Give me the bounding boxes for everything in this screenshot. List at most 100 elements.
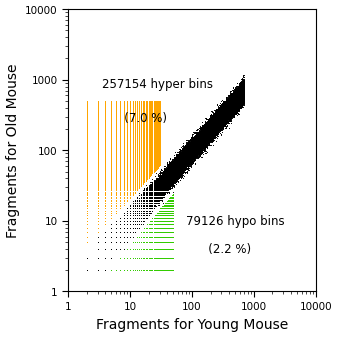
Point bbox=[95, 246, 100, 252]
Point bbox=[102, 240, 108, 245]
Point bbox=[95, 183, 100, 188]
Point bbox=[127, 218, 132, 224]
Point bbox=[102, 246, 108, 252]
Point bbox=[147, 153, 152, 158]
Point bbox=[132, 215, 137, 221]
Point bbox=[134, 111, 140, 117]
Point bbox=[167, 172, 172, 178]
Point bbox=[134, 289, 140, 294]
Point bbox=[109, 240, 114, 245]
Point bbox=[132, 180, 137, 185]
Point bbox=[144, 136, 150, 142]
Point bbox=[121, 135, 126, 141]
Point bbox=[221, 108, 227, 113]
Point bbox=[218, 119, 223, 125]
Point bbox=[102, 186, 108, 191]
Point bbox=[84, 240, 89, 245]
Point bbox=[143, 119, 148, 124]
Point bbox=[127, 221, 132, 227]
Point bbox=[140, 117, 145, 122]
Point bbox=[95, 190, 100, 196]
Point bbox=[134, 215, 140, 221]
Point bbox=[167, 176, 172, 181]
Point bbox=[225, 112, 231, 117]
Point bbox=[147, 194, 152, 200]
Point bbox=[95, 189, 100, 194]
Point bbox=[95, 289, 100, 294]
Point bbox=[174, 163, 180, 168]
Point bbox=[236, 87, 241, 93]
Point bbox=[138, 201, 144, 206]
Point bbox=[84, 204, 89, 209]
Point bbox=[224, 111, 230, 116]
Point bbox=[152, 189, 157, 194]
Point bbox=[65, 289, 71, 294]
Point bbox=[65, 289, 71, 294]
Point bbox=[65, 289, 71, 294]
Point bbox=[209, 122, 215, 128]
Point bbox=[229, 96, 235, 101]
Point bbox=[118, 289, 123, 294]
Point bbox=[156, 156, 161, 162]
Point bbox=[155, 185, 160, 190]
Point bbox=[227, 102, 233, 108]
Point bbox=[219, 120, 224, 125]
Point bbox=[212, 123, 217, 128]
Point bbox=[219, 108, 225, 113]
Point bbox=[130, 114, 135, 119]
Point bbox=[109, 174, 114, 179]
Point bbox=[102, 118, 108, 124]
Point bbox=[121, 124, 126, 130]
Point bbox=[138, 201, 144, 206]
Point bbox=[199, 139, 205, 145]
Point bbox=[214, 119, 219, 124]
Point bbox=[144, 289, 150, 294]
Point bbox=[65, 174, 71, 179]
Point bbox=[132, 268, 137, 273]
Point bbox=[210, 122, 216, 127]
Point bbox=[136, 128, 142, 133]
Point bbox=[207, 130, 212, 135]
Point bbox=[95, 168, 100, 173]
Point bbox=[152, 255, 157, 261]
Point bbox=[132, 218, 137, 224]
Point bbox=[121, 221, 126, 227]
Point bbox=[65, 175, 71, 181]
Point bbox=[136, 157, 142, 162]
Point bbox=[124, 176, 130, 181]
Point bbox=[205, 126, 211, 131]
Point bbox=[144, 134, 150, 139]
Point bbox=[124, 225, 130, 231]
Point bbox=[167, 176, 173, 181]
Point bbox=[138, 234, 144, 239]
Point bbox=[109, 120, 114, 126]
Point bbox=[118, 255, 123, 261]
Point bbox=[182, 152, 187, 157]
Point bbox=[84, 169, 89, 175]
Point bbox=[202, 135, 207, 141]
Point bbox=[218, 116, 223, 121]
Point bbox=[102, 210, 108, 216]
Point bbox=[222, 117, 227, 122]
Point bbox=[95, 218, 100, 224]
Point bbox=[121, 225, 126, 231]
Point bbox=[164, 181, 170, 186]
Point bbox=[141, 208, 147, 213]
Point bbox=[118, 189, 123, 194]
Point bbox=[84, 201, 89, 206]
Point bbox=[217, 114, 222, 119]
Point bbox=[65, 161, 71, 167]
Point bbox=[95, 210, 100, 216]
Point bbox=[84, 225, 89, 231]
Point bbox=[65, 255, 71, 261]
Point bbox=[148, 143, 154, 148]
Point bbox=[84, 255, 89, 261]
Point bbox=[138, 102, 144, 108]
Point bbox=[121, 172, 126, 177]
Point bbox=[195, 141, 201, 146]
Point bbox=[223, 108, 228, 113]
Point bbox=[102, 246, 108, 252]
Point bbox=[95, 255, 100, 261]
Point bbox=[153, 159, 158, 164]
Point bbox=[121, 168, 126, 174]
